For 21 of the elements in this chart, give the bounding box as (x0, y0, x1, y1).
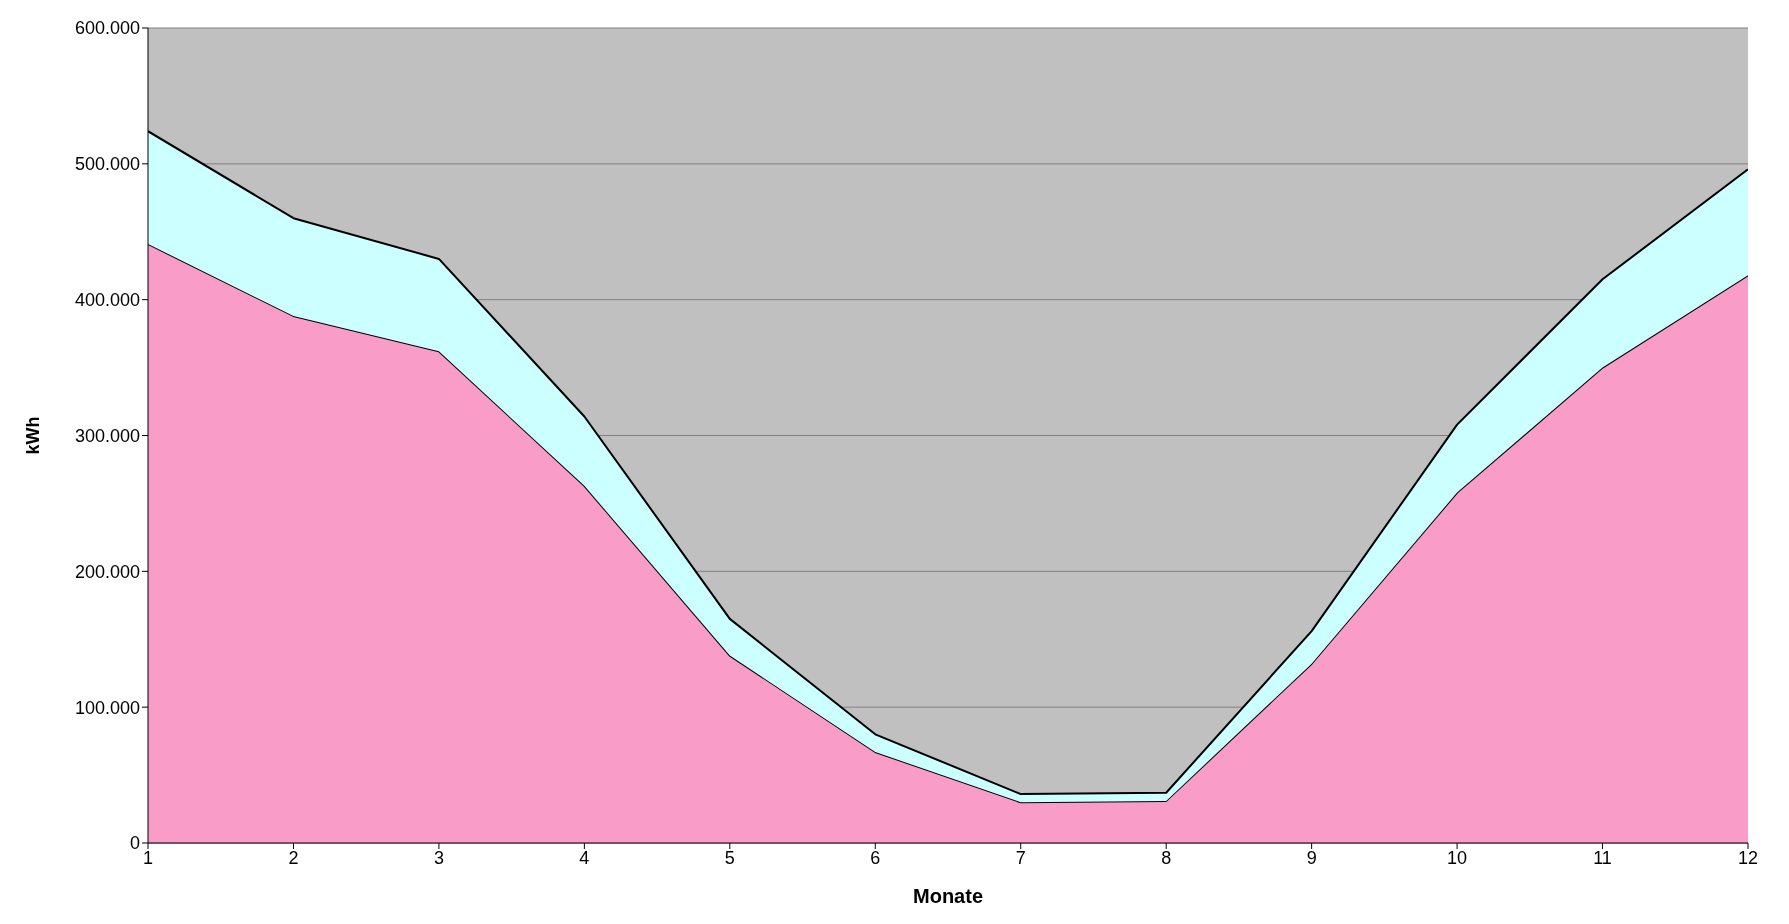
x-tick-label: 9 (1306, 847, 1317, 868)
x-tick-label: 10 (1447, 847, 1468, 868)
x-tick-label: 1 (142, 847, 154, 868)
x-tick-label: 11 (1593, 847, 1612, 868)
y-tick-label: 400.000 (74, 290, 140, 311)
x-tick-label: 12 (1737, 847, 1759, 868)
x-tick-label: 6 (870, 847, 881, 868)
y-tick-label: 600.000 (74, 18, 140, 39)
y-tick-label: 300.000 (74, 425, 140, 446)
y-tick-label: 0 (129, 833, 140, 854)
x-tick-label: 7 (1015, 847, 1026, 868)
y-tick-label: 100.000 (74, 697, 140, 718)
x-axis-title: Monate (913, 885, 983, 907)
x-tick-label: 5 (724, 847, 735, 868)
x-tick-label: 8 (1161, 847, 1172, 868)
y-axis-title: kWh (23, 416, 44, 455)
y-tick-label: 200.000 (74, 561, 140, 582)
y-tick-label: 500.000 (74, 154, 140, 175)
x-tick-label: 3 (433, 847, 444, 868)
x-tick-label: 4 (579, 847, 590, 868)
x-tick-label: 2 (288, 847, 299, 868)
